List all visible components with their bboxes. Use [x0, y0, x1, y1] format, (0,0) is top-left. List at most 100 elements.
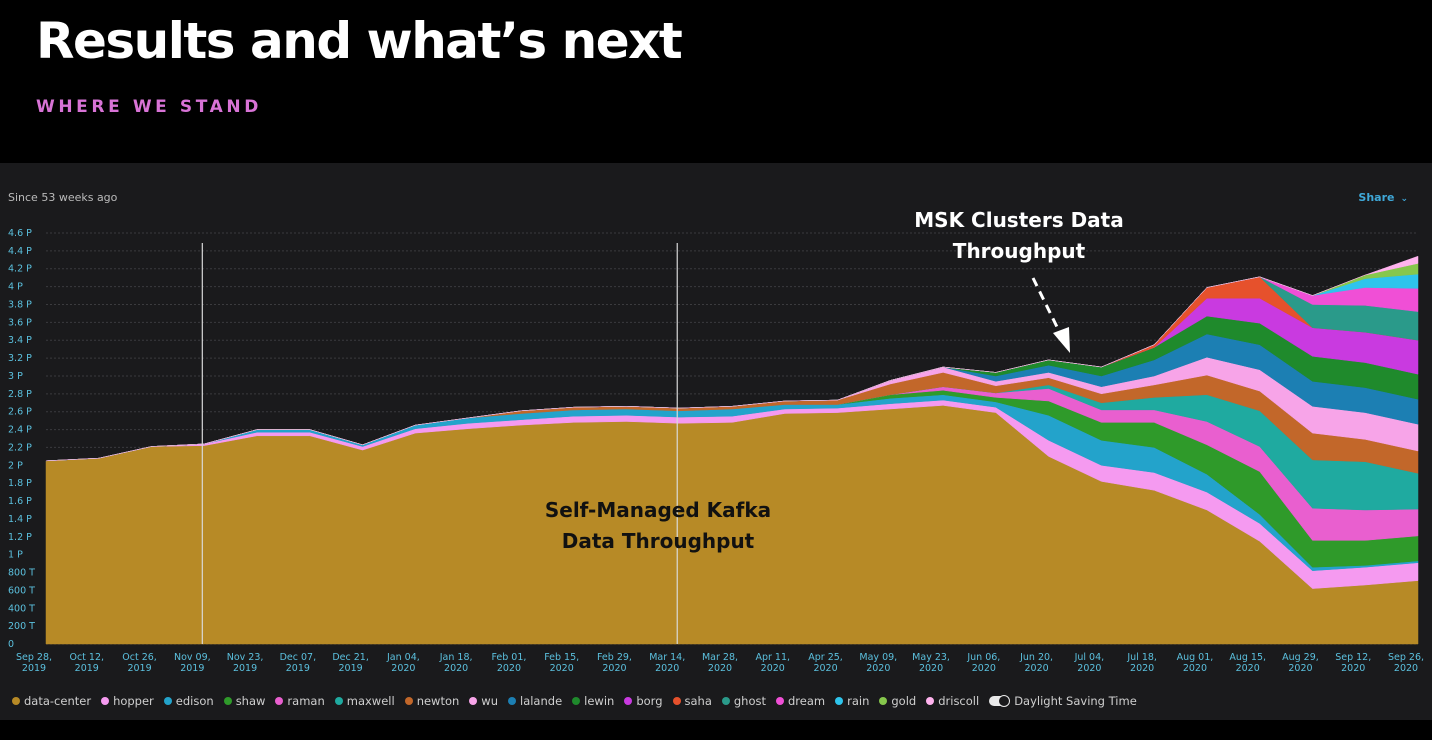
- legend-item-dream[interactable]: dream: [776, 694, 825, 708]
- y-tick-label: 2.8 P: [8, 389, 32, 400]
- x-tick-label: 2019: [75, 663, 99, 674]
- x-tick-label: 2020: [550, 663, 574, 674]
- x-tick-label: May 23,: [912, 652, 950, 663]
- annotation-arrow-head: [1053, 327, 1070, 353]
- legend-item-edison[interactable]: edison: [163, 694, 214, 708]
- y-axis-ticks: 0 200 T 400 T 600 T 800 T 1 P 1.2 P 1.4 P 1.6 P 1…: [8, 228, 35, 650]
- slide-subtitle: WHERE WE STAND: [36, 97, 262, 117]
- x-tick-label: Sep 12,: [1335, 652, 1371, 663]
- legend-item-saha[interactable]: saha: [672, 694, 712, 708]
- x-tick-label: Jul 04,: [1074, 652, 1105, 663]
- x-tick-label: Sep 28,: [16, 652, 52, 663]
- legend-label: raman: [287, 694, 325, 708]
- y-tick-label: 1 P: [8, 550, 23, 561]
- legend-item-shaw[interactable]: shaw: [223, 694, 266, 708]
- x-tick-label: 2020: [602, 663, 626, 674]
- x-tick-label: Jun 06,: [966, 652, 1000, 663]
- stacked-areas: [45, 255, 1419, 645]
- y-tick-label: 1.4 P: [8, 514, 32, 525]
- share-button[interactable]: Share ⌄: [1358, 191, 1408, 204]
- legend-dot-icon: [275, 697, 284, 705]
- annotation-arrow-line: [1031, 277, 1062, 334]
- y-tick-label: 600 T: [8, 585, 35, 596]
- y-tick-label: 3 P: [8, 371, 23, 382]
- x-tick-label: Jun 20,: [1019, 652, 1053, 663]
- legend-item-newton[interactable]: newton: [404, 694, 460, 708]
- legend-dot-icon: [624, 697, 633, 705]
- msk-annotation: Throughput: [953, 239, 1086, 263]
- x-tick-label: 2019: [233, 663, 257, 674]
- legend-item-gold[interactable]: gold: [879, 694, 916, 708]
- x-tick-label: Aug 29,: [1282, 652, 1319, 663]
- x-tick-label: Jan 04,: [386, 652, 420, 663]
- x-tick-label: Aug 01,: [1177, 652, 1214, 663]
- x-tick-label: 2020: [708, 663, 732, 674]
- x-tick-label: 2020: [1077, 663, 1101, 674]
- legend-item-data-center[interactable]: data-center: [12, 694, 91, 708]
- legend-item-ghost[interactable]: ghost: [721, 694, 766, 708]
- y-tick-label: 200 T: [8, 621, 35, 632]
- legend-label: hopper: [113, 694, 154, 708]
- y-tick-label: 2.2 P: [8, 442, 32, 453]
- y-tick-label: 4.4 P: [8, 246, 32, 257]
- x-tick-label: 2020: [497, 663, 521, 674]
- x-tick-label: Dec 07,: [280, 652, 317, 663]
- y-tick-label: 3.4 P: [8, 335, 32, 346]
- kafka-annotation: Data Throughput: [562, 529, 755, 553]
- legend-dot-icon: [223, 697, 232, 705]
- legend-label: rain: [847, 694, 870, 708]
- daylight-saving-toggle[interactable]: Daylight Saving Time: [989, 694, 1137, 708]
- x-tick-label: Nov 09,: [174, 652, 211, 663]
- time-range-label[interactable]: Since 53 weeks ago: [8, 191, 118, 204]
- legend-item-wu[interactable]: wu: [469, 694, 498, 708]
- legend-label: gold: [891, 694, 917, 708]
- x-tick-label: 2020: [1288, 663, 1312, 674]
- series-area-driscoll: [45, 255, 1419, 462]
- legend-label: shaw: [235, 694, 266, 708]
- legend-item-hopper[interactable]: hopper: [101, 694, 154, 708]
- legend-dot-icon: [334, 697, 343, 705]
- x-tick-label: Apr 25,: [808, 652, 843, 663]
- legend-item-driscoll[interactable]: driscoll: [926, 694, 979, 708]
- legend-dot-icon: [672, 697, 681, 705]
- legend-dot-icon: [721, 697, 730, 705]
- x-tick-label: Sep 26,: [1388, 652, 1424, 663]
- y-tick-label: 3.6 P: [8, 317, 32, 328]
- legend-item-lewin[interactable]: lewin: [572, 694, 614, 708]
- x-tick-label: 2019: [180, 663, 204, 674]
- legend-label: newton: [416, 694, 460, 708]
- legend-item-rain[interactable]: rain: [835, 694, 869, 708]
- x-tick-label: 2020: [1236, 663, 1260, 674]
- x-tick-label: 2020: [866, 663, 890, 674]
- x-tick-label: 2020: [1130, 663, 1154, 674]
- y-tick-label: 4.6 P: [8, 228, 32, 239]
- x-tick-label: 2019: [22, 663, 46, 674]
- x-tick-label: 2019: [339, 663, 363, 674]
- share-label: Share: [1358, 191, 1395, 204]
- x-tick-label: 2020: [391, 663, 415, 674]
- legend-dot-icon: [572, 697, 581, 705]
- legend-dot-icon: [879, 697, 888, 705]
- y-tick-label: 800 T: [8, 568, 35, 579]
- annotations: MSK Clusters Data Throughput Self-Managed …: [545, 208, 1124, 553]
- y-tick-label: 3.2 P: [8, 353, 32, 364]
- x-tick-label: 2020: [972, 663, 996, 674]
- x-tick-label: 2019: [127, 663, 151, 674]
- legend-item-borg[interactable]: borg: [624, 694, 663, 708]
- x-tick-label: 2020: [1341, 663, 1365, 674]
- kafka-annotation: Self-Managed Kafka: [545, 498, 771, 522]
- legend-label: borg: [636, 694, 663, 708]
- x-tick-label: Mar 28,: [702, 652, 738, 663]
- legend-item-maxwell[interactable]: maxwell: [334, 694, 395, 708]
- legend-dot-icon: [776, 697, 784, 705]
- legend-item-lalande[interactable]: lalande: [508, 694, 562, 708]
- toggle-icon: [989, 695, 1011, 707]
- legend-label: ghost: [733, 694, 766, 708]
- y-tick-label: 2 P: [8, 460, 23, 471]
- x-tick-label: Mar 14,: [649, 652, 685, 663]
- legend-item-raman[interactable]: raman: [275, 694, 325, 708]
- daylight-saving-label: Daylight Saving Time: [1014, 694, 1137, 708]
- legend-dot-icon: [469, 697, 478, 705]
- x-tick-label: May 09,: [859, 652, 897, 663]
